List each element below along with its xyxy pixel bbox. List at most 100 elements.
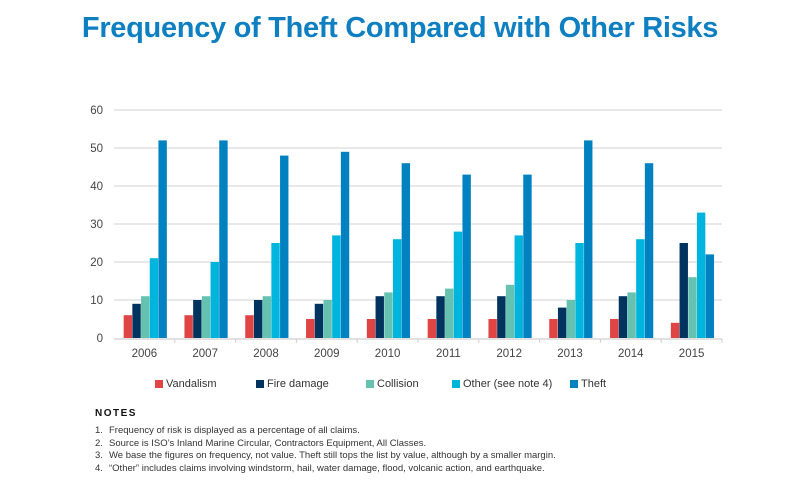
legend-label: Other (see note 4) <box>463 378 553 390</box>
bar-theft <box>462 174 471 338</box>
legend-item: Theft <box>570 378 606 390</box>
chart-title: Frequency of Theft Compared with Other R… <box>81 12 719 44</box>
bar-vandalism <box>670 322 680 338</box>
legend: Vandalism Fire damage Collision Other (see … <box>0 378 800 398</box>
legend-label: Fire damage <box>267 378 329 390</box>
bar-other-see-note-4 <box>696 212 706 338</box>
bar-fire-damage <box>497 296 506 338</box>
note-item: 2. Source is ISO’s Inland Marine Circula… <box>95 438 745 451</box>
bar-fire-damage <box>375 296 384 338</box>
bar-vandalism <box>549 319 558 338</box>
bar-fire-damage <box>679 243 688 338</box>
legend-swatch <box>366 380 374 388</box>
x-tick-label: 2007 <box>192 348 218 360</box>
notes: NOTES 1. Frequency of risk is displayed … <box>95 408 745 475</box>
bar-collision <box>688 277 697 338</box>
bar-vandalism <box>610 319 619 338</box>
bar-vandalism <box>366 319 376 338</box>
bar-vandalism <box>184 315 193 338</box>
legend-item: Collision <box>366 378 419 390</box>
bar-other-see-note-4 <box>636 239 645 338</box>
x-axis: 2006 2007 2008 2009 2010 2011 2012 2013 2014 2015 <box>114 338 723 360</box>
note-item: 4. “Other” includes claims involving win… <box>95 463 745 476</box>
x-tick-label: 2014 <box>618 348 644 360</box>
x-tick-label: 2011 <box>436 348 461 360</box>
note-number: 1. <box>95 425 103 436</box>
note-number: 3. <box>95 450 103 461</box>
bar-theft <box>219 140 228 338</box>
bar-theft <box>705 254 715 338</box>
bar-collision <box>627 292 636 338</box>
bar-theft <box>401 163 411 338</box>
bar-collision <box>566 300 576 338</box>
y-tick-label: 20 <box>90 257 103 269</box>
note-text: Frequency of risk is displayed as a perc… <box>109 425 360 436</box>
bar-fire-damage <box>132 303 141 338</box>
x-tick-label: 2009 <box>314 348 340 360</box>
x-tick-label: 2013 <box>557 348 583 360</box>
gridlines <box>114 109 722 301</box>
bar-other-see-note-4 <box>149 258 159 338</box>
bar-vandalism <box>306 319 315 338</box>
legend-item: Fire damage <box>256 378 329 390</box>
bar-theft <box>340 151 350 338</box>
legend-label: Vandalism <box>166 378 217 390</box>
note-text: We base the figures on frequency, not va… <box>109 450 556 461</box>
y-axis-ticks: 0 10 20 30 40 50 60 <box>90 105 103 345</box>
bar-fire-damage <box>193 300 202 338</box>
bar-vandalism <box>488 319 497 338</box>
bar-collision <box>201 296 211 338</box>
bar-theft <box>644 163 654 338</box>
bar-theft <box>280 155 289 338</box>
legend-swatch <box>256 380 264 388</box>
note-text: “Other” includes claims involving windst… <box>109 462 545 474</box>
bar-other-see-note-4 <box>453 231 463 338</box>
bar-collision <box>445 288 454 338</box>
y-tick-label: 60 <box>90 105 103 117</box>
bar-fire-damage <box>436 296 445 338</box>
bar-collision <box>141 296 150 338</box>
legend-swatch <box>155 380 163 388</box>
bar-other-see-note-4 <box>210 262 219 338</box>
legend-swatch <box>570 380 578 388</box>
legend-label: Collision <box>377 378 419 390</box>
y-tick-label: 50 <box>90 143 103 155</box>
bar-collision <box>323 300 332 338</box>
bar-theft <box>158 140 167 338</box>
bar-fire-damage <box>314 303 324 338</box>
y-tick-label: 40 <box>90 181 103 193</box>
note-number: 2. <box>95 437 103 449</box>
bar-collision <box>505 284 515 338</box>
bars <box>123 140 715 338</box>
x-tick-label: 2015 <box>679 348 705 360</box>
bar-other-see-note-4 <box>332 235 341 338</box>
bar-vandalism <box>245 315 254 338</box>
y-tick-label: 30 <box>90 219 103 231</box>
bar-other-see-note-4 <box>271 243 280 338</box>
bar-fire-damage <box>557 307 567 338</box>
bar-vandalism <box>427 319 437 338</box>
legend-label: Theft <box>581 378 607 390</box>
bar-vandalism <box>123 315 133 338</box>
note-item: 1. Frequency of risk is displayed as a p… <box>95 425 745 438</box>
x-tick-label: 2008 <box>253 348 279 360</box>
x-tick-label: 2012 <box>496 348 522 360</box>
legend-item: Vandalism <box>155 378 217 390</box>
y-tick-label: 10 <box>90 295 103 307</box>
bar-fire-damage <box>618 296 628 338</box>
legend-item: Other (see note 4) <box>452 378 552 390</box>
note-number: 4. <box>95 462 103 474</box>
legend-swatch <box>452 380 460 388</box>
bar-theft <box>523 174 532 338</box>
note-text: Source is ISO’s Inland Marine Circular, … <box>109 437 427 449</box>
bar-fire-damage <box>253 300 263 338</box>
bar-collision <box>384 292 393 338</box>
bar-theft <box>584 140 593 338</box>
bar-other-see-note-4 <box>392 239 402 338</box>
note-item: 3. We base the figures on frequency, not… <box>95 450 745 463</box>
bar-other-see-note-4 <box>575 243 584 338</box>
bar-collision <box>262 296 272 338</box>
bar-other-see-note-4 <box>514 235 523 338</box>
x-tick-label: 2010 <box>375 348 401 360</box>
